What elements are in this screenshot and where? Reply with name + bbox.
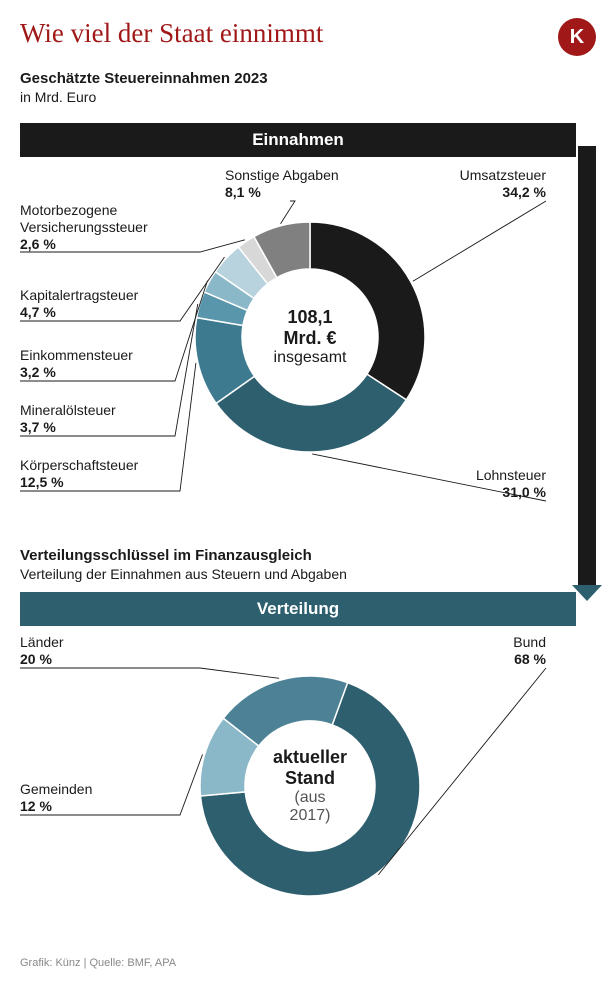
credit-line: Grafik: Künz | Quelle: BMF, APA (20, 957, 176, 969)
subtitle-2: Verteilungsschlüssel im Finanzausgleich … (0, 537, 616, 592)
lbl-umsatzsteuer: Umsatzsteuer34,2 % (460, 167, 546, 201)
lbl-laender: Länder20 % (20, 634, 64, 668)
brand-logo: K (558, 18, 596, 56)
donut2-center: aktueller Stand (aus 2017) (273, 747, 347, 825)
lbl-motorbezogen: Motorbezogene Versicherungssteuer2,6 % (20, 202, 180, 252)
lbl-lohnsteuer: Lohnsteuer31,0 % (476, 467, 546, 501)
chart-verteilung: aktueller Stand (aus 2017) Bund68 % Geme… (0, 626, 616, 946)
subtitle-1: Geschätzte Steuereinnahmen 2023 in Mrd. … (0, 66, 616, 115)
lbl-bund: Bund68 % (513, 634, 546, 668)
donut1-center-value: 108,1 Mrd. € (274, 307, 347, 349)
donut1-center-label: insgesamt (274, 349, 347, 367)
subtitle-1-bold: Geschätzte Steuereinnahmen 2023 (20, 70, 596, 87)
donut2-center-l2: Stand (273, 768, 347, 789)
donut1-center: 108,1 Mrd. € insgesamt (274, 307, 347, 367)
chart-einnahmen: 108,1 Mrd. € insgesamt Umsatzsteuer34,2 … (0, 157, 616, 537)
subtitle-1-sub: in Mrd. Euro (20, 89, 596, 105)
subtitle-2-sub: Verteilung der Einnahmen aus Steuern und… (20, 566, 568, 582)
flow-arrow (572, 585, 602, 601)
donut2-center-l1: aktueller (273, 747, 347, 768)
lbl-gemeinden: Gemeinden12 % (20, 781, 92, 815)
section-bar-verteilung: Verteilung (20, 592, 576, 626)
lbl-koerperschaft: Körperschaftsteuer12,5 % (20, 457, 138, 491)
donut2-center-sub: (aus 2017) (273, 789, 347, 825)
lbl-einkommen: Einkommensteuer3,2 % (20, 347, 133, 381)
lbl-mineraloel: Mineralölsteuer3,7 % (20, 402, 116, 436)
page-title: Wie viel der Staat einnimmt (20, 18, 323, 49)
section-bar-einnahmen: Einnahmen (20, 123, 576, 157)
subtitle-2-bold: Verteilungsschlüssel im Finanzausgleich (20, 547, 568, 564)
lbl-kapitalertrag: Kapitalertragsteuer4,7 % (20, 287, 138, 321)
lbl-sonstige: Sonstige Abgaben8,1 % (225, 167, 339, 201)
